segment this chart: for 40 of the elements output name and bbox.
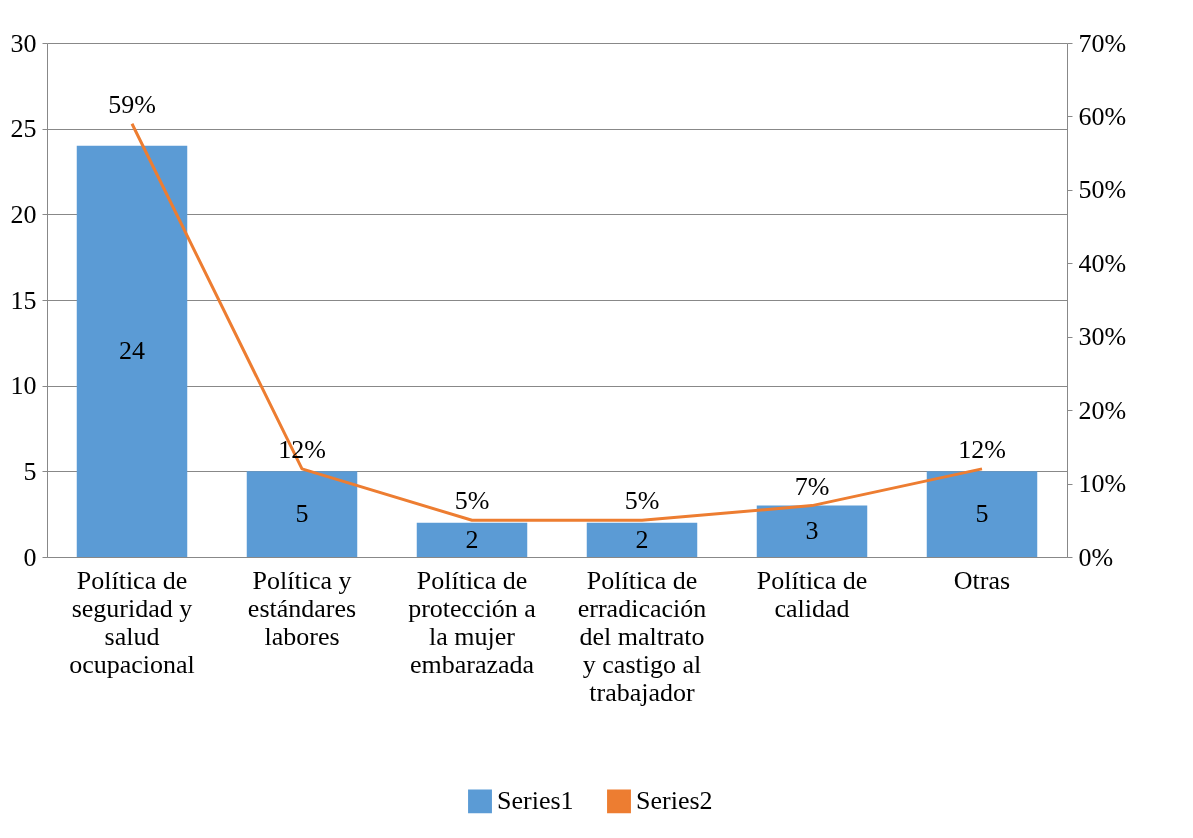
- y2-tick-label: 70%: [1078, 28, 1127, 58]
- data-label: 7%: [794, 471, 830, 501]
- data-label: 24: [119, 336, 145, 366]
- y2-tick-label: 10%: [1078, 469, 1127, 499]
- bar: [586, 522, 698, 557]
- bar: [246, 471, 358, 557]
- data-label: 5%: [454, 486, 490, 516]
- y2-tick-label: 60%: [1078, 101, 1127, 131]
- y2-tick-label: 40%: [1078, 248, 1127, 278]
- data-label: 5%: [624, 486, 660, 516]
- x-tick-label: Política de protección a la mujer embarazada: [408, 565, 537, 679]
- data-label: 59%: [108, 89, 156, 119]
- bar: [416, 522, 528, 557]
- bar: [926, 471, 1038, 557]
- y2-tick-label: 30%: [1078, 322, 1127, 352]
- legend-label: Series2: [636, 786, 713, 816]
- data-label: 5: [295, 499, 309, 529]
- x-tick-label: Política de calidad: [756, 565, 868, 623]
- y-tick-label: 30: [10, 28, 37, 58]
- x-tick-label: Política de seguridad y salud ocupacional: [69, 565, 195, 679]
- data-label: 2: [465, 524, 479, 554]
- y-tick-label: 15: [10, 285, 37, 315]
- data-label: 5: [975, 499, 989, 529]
- y-tick-label: 5: [23, 456, 37, 486]
- y2-tick-label: 50%: [1078, 175, 1127, 205]
- y2-tick-label: 0%: [1078, 542, 1114, 572]
- legend-label: Series1: [497, 786, 574, 816]
- y-tick-label: 0: [23, 542, 37, 572]
- y-tick-label: 20: [10, 199, 37, 229]
- bar: [76, 145, 188, 557]
- x-tick-label: Política y estándares labores: [247, 565, 357, 651]
- y2-tick-label: 20%: [1078, 395, 1127, 425]
- y-tick-label: 10: [10, 371, 37, 401]
- data-label: 12%: [958, 434, 1006, 464]
- x-tick-label: Política de erradicación del maltrato y castigo al trabajador: [577, 565, 707, 707]
- data-label: 3: [805, 516, 819, 546]
- data-label: 2: [635, 524, 649, 554]
- bar: [756, 505, 868, 557]
- y-tick-label: 25: [10, 114, 37, 144]
- x-tick-label: Otras: [953, 565, 1011, 595]
